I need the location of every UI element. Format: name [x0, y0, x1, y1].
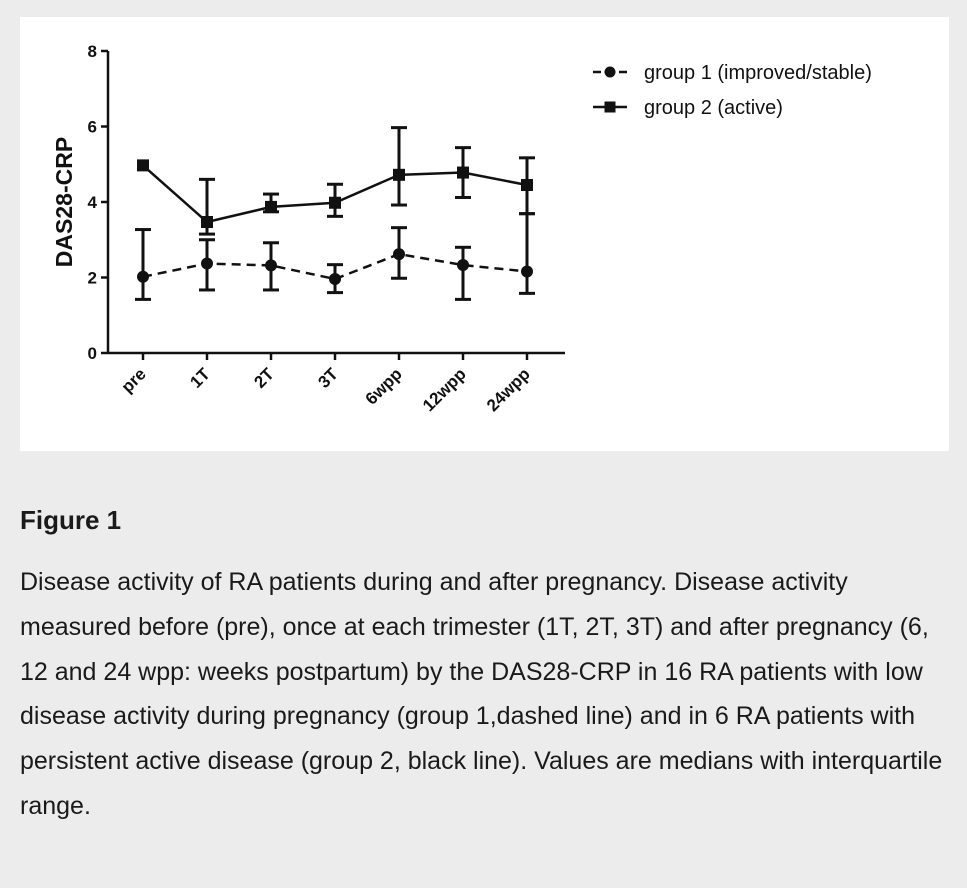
legend-group2-marker	[604, 101, 616, 113]
das28-chart: 0 2 4 6 8 DAS28-CRP pre 1T 2T 3T 6wpp 12wpp 24wpp gro…	[51, 42, 872, 415]
y-axis-title: DAS28-CRP	[51, 137, 77, 267]
group2-point	[329, 196, 341, 209]
group1-point	[457, 259, 469, 272]
y-tick-label: 8	[88, 42, 97, 61]
figure-panel: 0 2 4 6 8 DAS28-CRP pre 1T 2T 3T 6wpp 12wpp 24wpp gro…	[20, 17, 949, 451]
legend-group1-label: group 1 (improved/stable)	[644, 62, 872, 84]
x-tick-label: 2T	[250, 364, 278, 392]
group2-point	[457, 166, 469, 179]
group1-point	[521, 265, 533, 278]
x-tick-label: 1T	[186, 364, 214, 392]
x-tick-label: 3T	[314, 364, 342, 392]
x-tick-label: 6wpp	[362, 364, 406, 408]
x-tick-label: 12wpp	[419, 364, 470, 415]
group1-point	[393, 248, 405, 261]
group1-point	[137, 270, 149, 283]
figure-caption: Disease activity of RA patients during a…	[20, 568, 943, 820]
group2-point	[137, 159, 149, 172]
group2-point	[521, 179, 533, 192]
group1-point	[201, 257, 213, 270]
y-tick-label: 0	[88, 344, 97, 363]
legend-group1-marker	[604, 66, 616, 78]
x-tick-label: 24wpp	[483, 364, 534, 415]
group1-point	[329, 273, 341, 286]
y-tick-label: 6	[88, 118, 97, 137]
y-tick-label: 2	[88, 269, 97, 288]
y-tick-label: 4	[88, 193, 98, 212]
legend-group2-label: group 2 (active)	[644, 97, 783, 119]
group2-point	[393, 168, 405, 181]
group1-point	[265, 259, 277, 272]
group2-point	[265, 200, 277, 213]
x-tick-label: pre	[118, 364, 150, 396]
group2-point	[201, 216, 213, 229]
figure-label: Figure 1	[20, 505, 122, 535]
